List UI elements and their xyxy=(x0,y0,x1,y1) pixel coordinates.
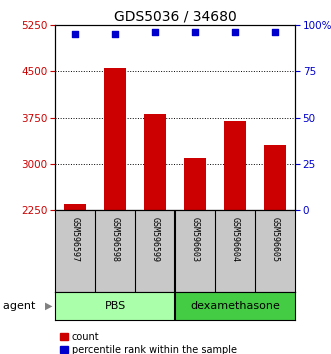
Text: ▶: ▶ xyxy=(45,301,52,311)
Point xyxy=(232,30,238,35)
Point xyxy=(72,32,78,37)
Point xyxy=(112,32,118,37)
Text: GSM596603: GSM596603 xyxy=(191,217,200,262)
Text: GSM596604: GSM596604 xyxy=(230,217,240,262)
Bar xyxy=(104,68,126,210)
Text: GSM596599: GSM596599 xyxy=(151,217,160,262)
Text: GSM596605: GSM596605 xyxy=(270,217,279,262)
Point xyxy=(272,30,278,35)
Bar xyxy=(144,114,166,210)
Text: dexamethasone: dexamethasone xyxy=(190,301,280,311)
Bar xyxy=(184,158,206,210)
Text: PBS: PBS xyxy=(104,301,126,311)
Text: GSM596598: GSM596598 xyxy=(111,217,119,262)
FancyBboxPatch shape xyxy=(175,292,295,320)
Point xyxy=(152,30,158,35)
Title: GDS5036 / 34680: GDS5036 / 34680 xyxy=(114,10,236,24)
Bar xyxy=(264,145,286,210)
Text: agent: agent xyxy=(3,301,39,311)
FancyBboxPatch shape xyxy=(55,292,175,320)
Bar xyxy=(224,121,246,210)
Legend: count, percentile rank within the sample: count, percentile rank within the sample xyxy=(60,332,237,354)
Bar xyxy=(64,204,86,210)
Point xyxy=(192,30,198,35)
Text: GSM596597: GSM596597 xyxy=(71,217,79,262)
